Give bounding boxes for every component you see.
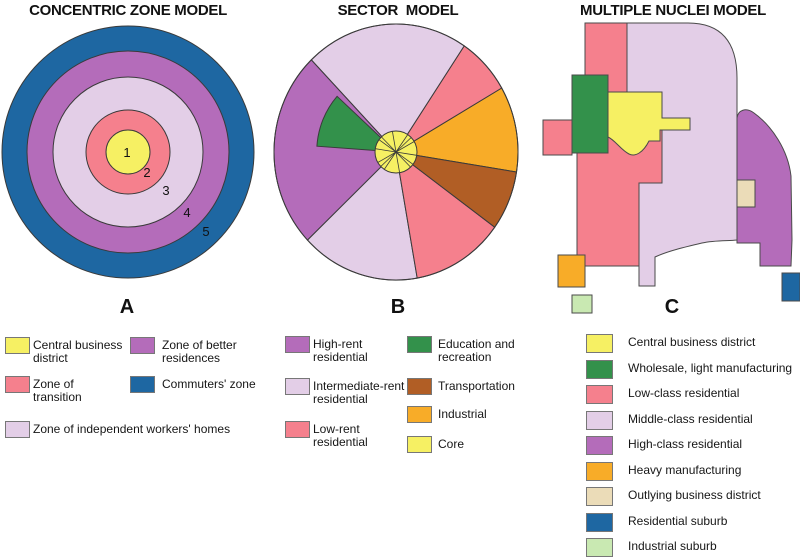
nuclei-middle-class-residential bbox=[626, 22, 738, 287]
legend-label: Wholesale, light manufacturing bbox=[628, 361, 793, 375]
legend-label: Zone of independent workers' homes bbox=[33, 422, 231, 436]
legend-swatch-lavender bbox=[285, 378, 310, 395]
legend-swatch-purple bbox=[285, 336, 310, 353]
legend-swatch-yellow bbox=[5, 337, 30, 354]
legend-swatch-green bbox=[586, 360, 613, 379]
legend-label: Central business district bbox=[628, 335, 756, 349]
legend-label: High-class residential bbox=[628, 437, 743, 451]
legend-swatch-pink bbox=[285, 421, 310, 438]
label-c: C bbox=[664, 296, 680, 318]
legend-label: Education and recreation bbox=[438, 337, 515, 364]
legend-label: Commuters' zone bbox=[162, 377, 256, 391]
multiple-nuclei-model-title: MULTIPLE NUCLEI MODEL bbox=[580, 2, 766, 19]
legend-swatch-lightgreen bbox=[586, 538, 613, 557]
legend-label: Central business district bbox=[33, 338, 123, 365]
nuclei-outlying-business-district bbox=[736, 179, 756, 208]
legend-label: Industrial suburb bbox=[628, 539, 717, 553]
nuclei-residential-suburb bbox=[781, 272, 800, 302]
legend-label: Residential suburb bbox=[628, 514, 728, 528]
legend-swatch-lavender bbox=[5, 421, 30, 438]
legend-swatch-pink bbox=[5, 376, 30, 393]
legend-label: Heavy manufacturing bbox=[628, 463, 742, 477]
legend-swatch-pink bbox=[586, 385, 613, 404]
legend-swatch-blue bbox=[130, 376, 155, 393]
legend-label: Industrial bbox=[438, 407, 487, 421]
ring-number-3: 3 bbox=[162, 183, 169, 198]
legend-swatch-purple bbox=[586, 436, 613, 455]
sector-model-title: SECTOR MODEL bbox=[337, 2, 459, 19]
ring-yellow bbox=[105, 129, 151, 175]
nuclei-industrial-suburb bbox=[571, 294, 593, 314]
legend-label: Outlying business district bbox=[628, 488, 761, 502]
legend-swatch-purple bbox=[130, 337, 155, 354]
legend-label: Transportation bbox=[438, 379, 515, 393]
sector-outline bbox=[273, 23, 519, 281]
legend-swatch-yellow bbox=[407, 436, 432, 453]
legend-label: Intermediate-rent residential bbox=[313, 379, 405, 406]
legend-swatch-orange bbox=[586, 462, 613, 481]
nuclei-central-business-district bbox=[607, 91, 691, 156]
ring-number-4: 4 bbox=[183, 205, 190, 220]
legend-swatch-yellow bbox=[586, 334, 613, 353]
nuclei-heavy-manufacturing bbox=[557, 254, 586, 288]
legend-swatch-lavender bbox=[586, 411, 613, 430]
ring-number-2: 2 bbox=[143, 165, 150, 180]
ring-number-1: 1 bbox=[123, 145, 130, 160]
nuclei-low-class-residential bbox=[542, 119, 573, 156]
concentric-zone-model-title: CONCENTRIC ZONE MODEL bbox=[29, 2, 227, 19]
legend-swatch-blue bbox=[586, 513, 613, 532]
legend-label: High-rent residential bbox=[313, 337, 368, 364]
legend-swatch-brown bbox=[407, 378, 432, 395]
nuclei-high-class-residential bbox=[736, 109, 793, 267]
legend-swatch-tan bbox=[586, 487, 613, 506]
label-b: B bbox=[390, 296, 406, 318]
legend-label: Middle-class residential bbox=[628, 412, 753, 426]
legend-swatch-orange bbox=[407, 406, 432, 423]
legend-label: Core bbox=[438, 437, 465, 451]
ring-number-5: 5 bbox=[202, 224, 209, 239]
legend-label: Zone of transition bbox=[33, 377, 82, 404]
legend-label: Low-class residential bbox=[628, 386, 740, 400]
legend-label: Low-rent residential bbox=[313, 422, 368, 449]
label-a: A bbox=[119, 296, 135, 318]
core-line bbox=[375, 148, 417, 156]
nuclei-wholesale-light-manufacturing bbox=[571, 74, 609, 154]
legend-label: Zone of better residences bbox=[162, 338, 237, 365]
legend-swatch-green bbox=[407, 336, 432, 353]
sector-green-wedge bbox=[316, 95, 398, 153]
